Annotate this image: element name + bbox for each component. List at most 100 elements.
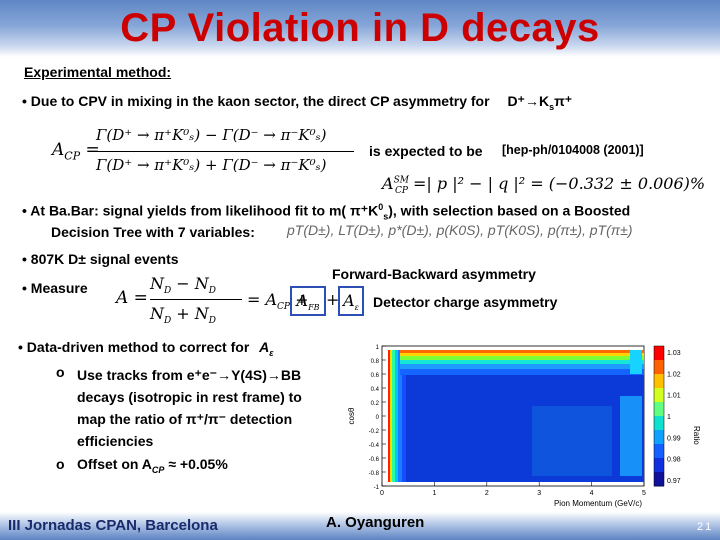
y-tick-label: -0.6 xyxy=(369,457,380,463)
y-tick-label: -0.2 xyxy=(369,429,380,435)
offset-value: ≈ +0.05% xyxy=(164,456,228,472)
sub1-line-2: decays (isotropic in rest frame) to xyxy=(77,389,302,405)
sub-bullet-2-marker: o xyxy=(56,456,65,472)
color-scale-bin xyxy=(654,360,664,375)
color-scale-bin xyxy=(654,458,664,473)
sub1-line-1: Use tracks from e⁺e⁻→Υ(4S)→BB xyxy=(77,367,302,383)
bullet-dot: • xyxy=(22,280,31,296)
heatmap-row xyxy=(400,350,644,353)
footer-conference: III Jornadas CPAN, Barcelona xyxy=(8,517,218,534)
sub-bullet-1-marker: o xyxy=(56,364,65,380)
heatmap-row xyxy=(400,369,644,375)
y-tick-label: -1 xyxy=(374,485,380,491)
expected-text: is expected to be xyxy=(369,143,483,159)
bullet-2: • At Ba.Bar: signal yields from likeliho… xyxy=(22,202,631,222)
color-scale-bin xyxy=(654,444,664,459)
page-number: 21 xyxy=(697,521,714,533)
scale-tick-label: 1.02 xyxy=(667,371,681,378)
y-axis-label: cosθ xyxy=(347,407,356,424)
heatmap-strip xyxy=(390,350,392,482)
acp-symbol: ACP = xyxy=(52,140,100,163)
y-tick-label: -0.4 xyxy=(369,443,380,449)
heatmap-row xyxy=(400,364,644,369)
sub1-line-4: efficiencies xyxy=(77,433,154,449)
aeps-box: Aε xyxy=(338,286,364,316)
footer-band xyxy=(0,512,720,540)
scale-label: Ratio xyxy=(692,426,701,445)
bullet-dot: • xyxy=(22,251,31,267)
afb-box: AFB xyxy=(290,286,326,316)
scale-tick-label: 1.01 xyxy=(667,393,681,400)
bullet-1-text: Due to CPV in mixing in the kaon sector,… xyxy=(30,93,490,109)
heatmap-patch xyxy=(532,406,612,476)
heatmap-row xyxy=(400,356,644,360)
color-scale-bin xyxy=(654,388,664,403)
footer-author: A. Oyanguren xyxy=(326,514,425,531)
heatmap-row xyxy=(400,353,644,356)
n-db-den: + N xyxy=(171,304,209,323)
bullet-dot: • xyxy=(18,339,27,355)
bullet-4-text: Measure xyxy=(30,280,88,296)
y-tick-label: 0 xyxy=(376,415,380,421)
bullet-dot: • xyxy=(22,93,31,109)
ratio-heatmap: 1 0.8 0.6 0.4 0.2 0 -0.2 -0.4 -0.6 -0.8 -1 cosθ 0 1 2 3… xyxy=(347,345,701,508)
bullet-3: • 807K D± signal events xyxy=(22,251,179,267)
sub-bullet-2: Offset on ACP ≈ +0.05% xyxy=(77,456,228,475)
detector-asymmetry-label: Detector charge asymmetry xyxy=(373,294,558,310)
x-tick-label: 4 xyxy=(590,490,594,497)
sub1-line-3: map the ratio of π⁺/π⁻ detection xyxy=(77,411,293,427)
x-tick-label: 5 xyxy=(642,490,646,497)
bullet-4: • Measure xyxy=(22,280,88,296)
y-tick-label: 1 xyxy=(376,345,380,351)
x-tick-label: 0 xyxy=(380,490,384,497)
aeps-a: A xyxy=(343,291,355,310)
sm-prediction: ASMCP =| p |² − | q |² = (−0.332 ± 0.006… xyxy=(382,174,705,196)
y-tick-label: 0.2 xyxy=(371,401,380,407)
offset-text: Offset on A xyxy=(77,456,152,472)
color-scale-bin xyxy=(654,416,664,431)
color-scale-bin xyxy=(654,346,664,361)
bullet-2-text-b: ), with selection based on a Boosted xyxy=(388,202,631,219)
measure-fraction-bar xyxy=(150,299,242,300)
acp-sub: CP xyxy=(64,149,81,163)
decay-mode: D⁺→Ksπ⁺ xyxy=(507,93,573,112)
sm-a: A xyxy=(382,174,394,193)
y-tick-label: 0.8 xyxy=(371,359,380,365)
bullet-2-line-2: Decision Tree with 7 variables: xyxy=(51,224,255,240)
bullet-1: • Due to CPV in mixing in the kaon secto… xyxy=(22,93,572,112)
offset-sub: CP xyxy=(151,464,165,475)
heatmap-strip xyxy=(388,350,390,482)
sub-bullet-1: Use tracks from e⁺e⁻→Υ(4S)→BB decays (is… xyxy=(77,364,302,452)
a-eps: A xyxy=(259,339,270,355)
slide-title: CP Violation in D decays xyxy=(120,6,600,50)
sm-sub: CP xyxy=(394,186,408,197)
n-db: − N xyxy=(171,274,209,293)
x-tick-label: 3 xyxy=(537,490,541,497)
y-tick-label: -0.8 xyxy=(369,471,380,477)
decay-part-a: D⁺→K xyxy=(507,93,550,109)
scale-tick-label: 1 xyxy=(667,414,671,421)
sm-sup: SM xyxy=(393,175,409,186)
data-driven-bullet: • Data-driven method to correct for Aε xyxy=(18,339,274,358)
n-d: N xyxy=(150,274,164,293)
bullet-dot: • xyxy=(22,202,31,219)
y-tick-label: 0.6 xyxy=(371,373,380,379)
afb-sub: FB xyxy=(308,303,320,313)
scale-tick-label: 0.97 xyxy=(667,478,681,485)
a-eps-sub: ε xyxy=(269,347,274,358)
heatmap-patch xyxy=(620,396,642,476)
acp-denominator: Γ(D⁺ → π⁺K⁰ₛ) + Γ(D⁻ → π⁻K⁰ₛ) xyxy=(96,156,327,174)
afb-a: A xyxy=(296,291,309,310)
reference: [hep-ph/0104008 (2001)] xyxy=(502,143,644,157)
scale-tick-label: 0.99 xyxy=(667,435,681,442)
sm-value: =| p |² − | q |² = (−0.332 ± 0.006)% xyxy=(413,174,706,193)
decay-part-b: π⁺ xyxy=(554,93,573,109)
color-scale-bin xyxy=(654,374,664,389)
measure-numerator: ND − ND xyxy=(150,274,217,297)
aeps-sub: ε xyxy=(354,303,359,313)
x-tick-label: 2 xyxy=(485,490,489,497)
fb-asymmetry-label: Forward-Backward asymmetry xyxy=(332,266,536,282)
bullet-3-text: 807K D± signal events xyxy=(30,251,179,267)
heatmap-patch xyxy=(630,350,642,374)
scale-tick-label: 0.98 xyxy=(667,457,681,464)
